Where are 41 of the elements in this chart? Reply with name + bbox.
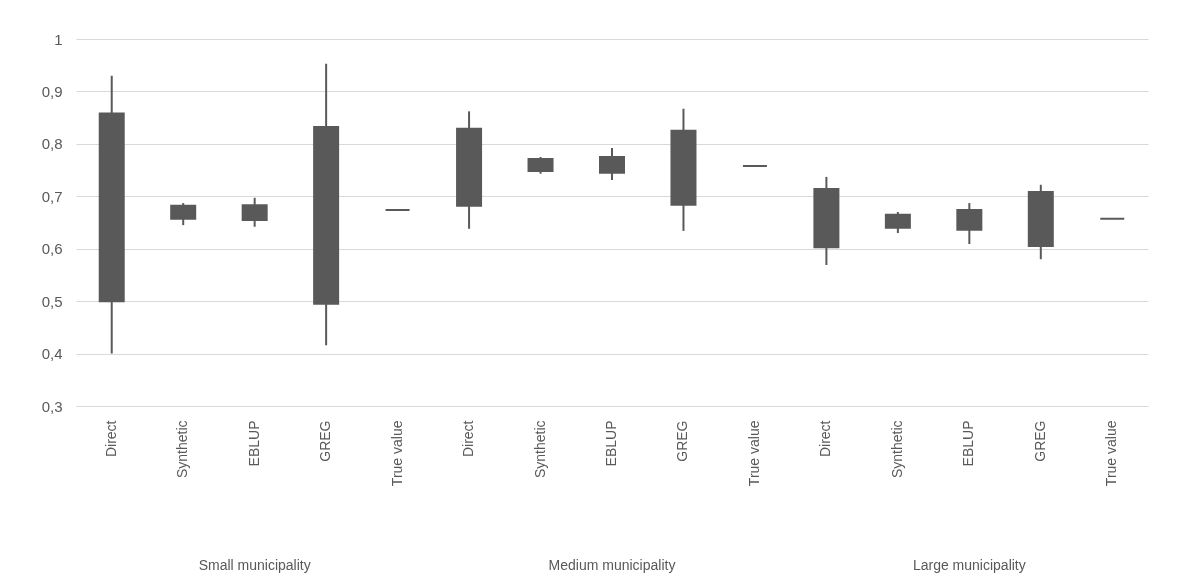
candlestick bbox=[741, 164, 768, 167]
candlestick bbox=[884, 212, 911, 233]
text: Large municipality bbox=[912, 557, 1026, 573]
candlestick bbox=[313, 63, 340, 346]
candlestick bbox=[384, 208, 411, 211]
y-tick-label: 0,3 bbox=[41, 397, 63, 415]
candlestick bbox=[241, 197, 268, 227]
x-tick-label: Direct bbox=[460, 420, 477, 458]
x-tick-label: EBLUP bbox=[245, 420, 262, 467]
y-tick-label: 0,6 bbox=[41, 240, 63, 258]
x-tick-label: True value bbox=[388, 420, 405, 487]
y-tick-label: 1 bbox=[54, 30, 63, 48]
candlestick bbox=[456, 111, 483, 229]
candlestick bbox=[527, 156, 554, 174]
x-tick-label: True value bbox=[745, 420, 762, 487]
x-tick-label: True value bbox=[1103, 420, 1120, 487]
x-tick-label: Direct bbox=[817, 420, 834, 458]
x-tick-label: GREG bbox=[674, 420, 691, 462]
x-tick-label: GREG bbox=[1031, 420, 1048, 462]
x-tick-label: Synthetic bbox=[888, 420, 905, 479]
text: Small municipality bbox=[198, 557, 311, 573]
y-tick-label: 0,5 bbox=[41, 292, 63, 310]
candlestick bbox=[98, 75, 125, 354]
candlestick bbox=[1027, 184, 1054, 260]
x-tick-label: Synthetic bbox=[174, 420, 191, 479]
x-tick-label: Direct bbox=[102, 420, 119, 458]
candlestick bbox=[670, 108, 697, 231]
y-tick-label: 0,9 bbox=[41, 82, 63, 100]
text: Medium municipality bbox=[548, 557, 676, 573]
y-tick-label: 0,7 bbox=[41, 187, 63, 205]
candlestick bbox=[956, 203, 983, 244]
y-tick-label: 0,4 bbox=[41, 345, 63, 363]
x-tick-label: Synthetic bbox=[531, 420, 548, 479]
x-tick-label: EBLUP bbox=[603, 420, 619, 467]
candlestick bbox=[813, 176, 840, 265]
x-tick-label: GREG bbox=[317, 420, 334, 462]
candlestick bbox=[170, 203, 197, 226]
candlestick bbox=[599, 148, 625, 181]
x-tick-label: EBLUP bbox=[960, 420, 977, 467]
y-tick-label: 0,8 bbox=[41, 135, 63, 153]
candlestick bbox=[1099, 217, 1126, 220]
